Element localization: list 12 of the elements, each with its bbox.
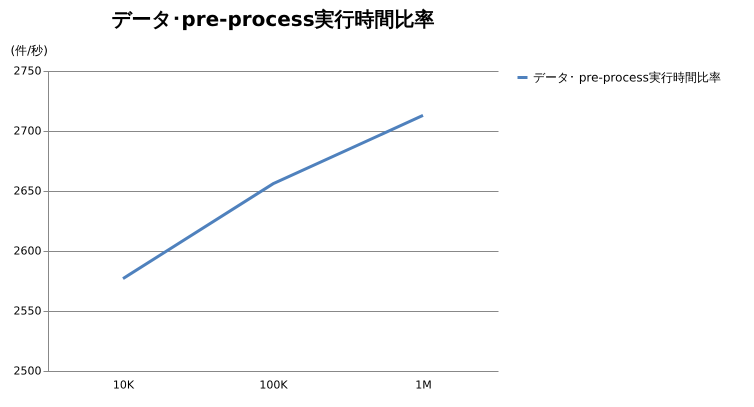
- y-tick-label: 2700: [14, 124, 42, 138]
- y-tick-label: 2650: [14, 184, 42, 198]
- chart-title: データ･pre-process実行時間比率: [111, 7, 435, 31]
- y-tick-label: 2750: [14, 64, 42, 78]
- y-tick-label: 2600: [14, 244, 42, 258]
- x-tick-label: 10K: [112, 378, 135, 392]
- legend-label: データ･ pre-process実行時間比率: [533, 70, 721, 84]
- y-tick-label: 2500: [14, 364, 42, 378]
- y-tick-label: 2550: [14, 304, 42, 318]
- x-tick-label: 1M: [415, 378, 432, 392]
- x-tick-label: 100K: [259, 378, 288, 392]
- y-axis-title: (件/秒): [10, 44, 48, 58]
